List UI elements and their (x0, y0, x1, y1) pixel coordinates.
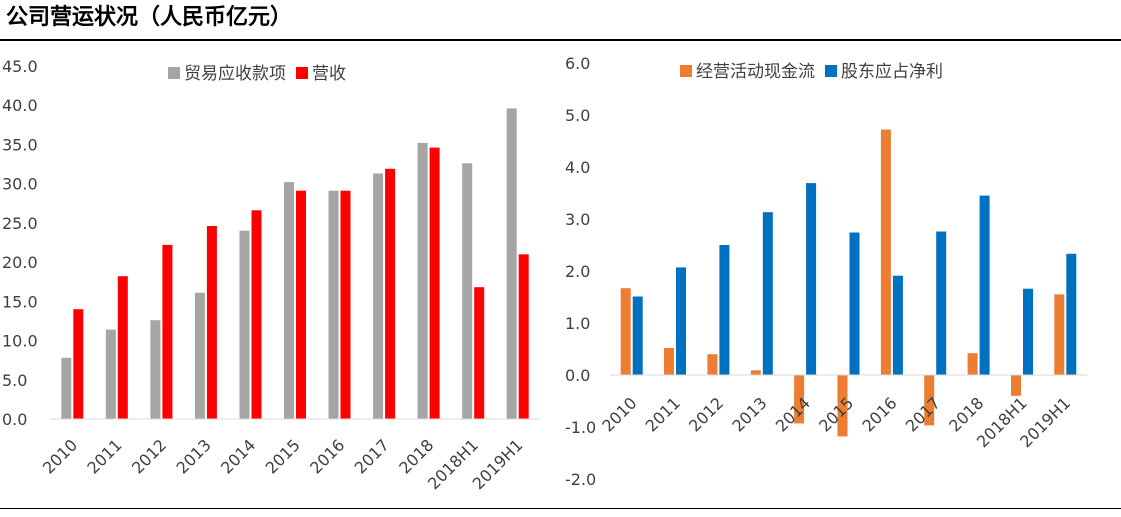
bar-series-b (73, 309, 84, 419)
bar-series-a (150, 320, 161, 419)
bar-series-b (719, 245, 730, 375)
bar-series-b (762, 212, 773, 375)
bar-series-b (340, 190, 351, 419)
y-tick-label: 2.0 (565, 262, 590, 281)
bar-series-b (892, 275, 903, 375)
y-tick-label: 3.0 (565, 210, 590, 229)
x-tick-label: 2010 (598, 393, 640, 435)
bar-series-b (979, 195, 990, 375)
bar-series-a (417, 142, 428, 419)
x-tick-label: 2013 (173, 435, 215, 477)
x-tick-label: 2011 (83, 435, 125, 477)
bar-series-a (194, 292, 205, 419)
bar-series-b (117, 276, 128, 419)
bar-series-b (385, 168, 396, 419)
bar-series-a (880, 129, 891, 375)
y-tick-label: 10.0 (2, 332, 38, 351)
x-tick-label: 2012 (685, 393, 727, 435)
x-tick-label: 2016 (306, 435, 348, 477)
bar-series-b (936, 231, 947, 375)
receivables-revenue-chart: 0.0 5.0 10.0 15.0 20.0 25.0 30.0 35.0 40.0 45.0 20… (2, 57, 540, 493)
y-tick-label: 5.0 (565, 106, 590, 125)
y-tick-label: 45.0 (2, 57, 38, 76)
bar-series-a (61, 357, 72, 419)
bar-series-b (1066, 253, 1077, 375)
bar-series-a (239, 230, 250, 419)
bar-series-b (251, 210, 262, 419)
y-tick-label: 40.0 (2, 96, 38, 115)
y-tick-label: 35.0 (2, 135, 38, 154)
y-tick-label: 1.0 (565, 314, 590, 333)
y-tick-label: 6.0 (565, 54, 590, 73)
x-tick-label: 2013 (728, 393, 770, 435)
bar-series-b (206, 226, 217, 419)
bar-series-a (794, 375, 805, 424)
bar-series-a (707, 354, 718, 375)
bar-series-b (806, 183, 817, 375)
x-tick-label: 2010 (39, 435, 81, 477)
bar-series-a (506, 108, 517, 420)
x-tick-label: 2018 (395, 435, 437, 477)
y-tick-label: 4.0 (565, 158, 590, 177)
bar-series-b (1023, 288, 1033, 375)
bar-series-a (462, 163, 473, 419)
y-tick-label: 20.0 (2, 253, 38, 272)
bar-series-a (328, 190, 339, 419)
legend-swatch (680, 65, 692, 77)
bar-series-a (105, 329, 116, 419)
x-tick-label: 2019H1 (469, 435, 527, 493)
bar-series-a (967, 353, 978, 375)
title-divider (0, 39, 1121, 41)
bar-series-a (620, 288, 631, 375)
legend-label: 营收 (312, 64, 346, 84)
bar-series-b (162, 244, 173, 419)
x-tick-label: 2016 (858, 393, 900, 435)
x-tick-label: 2014 (217, 435, 259, 477)
bar-series-b (474, 287, 485, 419)
y-tick-label: 0.0 (565, 366, 590, 385)
y-tick-label: 15.0 (2, 292, 38, 311)
bar-series-a (1054, 294, 1065, 375)
legend-label: 股东应占净利 (841, 62, 943, 82)
bar-series-a (750, 370, 761, 375)
y-tick-label: 30.0 (2, 175, 38, 194)
legend-label: 贸易应收款项 (184, 64, 286, 84)
x-tick-label: 2015 (262, 435, 304, 477)
y-tick-label: 5.0 (2, 371, 27, 390)
x-tick-label: 2011 (642, 393, 684, 435)
legend-label: 经营活动现金流 (696, 62, 815, 82)
page-title: 公司营运状况（人民币亿元） (6, 5, 293, 30)
bar-series-b (518, 254, 529, 419)
legend-swatch (296, 67, 308, 79)
bar-series-a (284, 182, 294, 419)
bar-series-b (676, 267, 686, 375)
x-tick-label: 2012 (128, 435, 170, 477)
bar-series-a (837, 375, 848, 437)
legend-swatch (168, 67, 180, 79)
y-tick-label: -2.0 (565, 470, 596, 489)
bar-series-a (664, 348, 674, 375)
x-tick-label: 2015 (815, 393, 857, 435)
bar-series-a (373, 173, 384, 419)
y-tick-label: -1.0 (565, 418, 596, 437)
bar-series-a (924, 375, 935, 426)
bar-series-b (849, 232, 860, 375)
x-tick-label: 2017 (351, 435, 393, 477)
y-tick-label: 25.0 (2, 214, 38, 233)
legend-swatch (825, 65, 837, 77)
bar-series-b (632, 296, 643, 375)
y-tick-label: 0.0 (2, 410, 27, 429)
bar-series-b (296, 190, 306, 419)
bar-series-b (429, 147, 440, 419)
bar-series-a (1011, 375, 1021, 396)
x-tick-label: 2017 (902, 393, 944, 435)
x-tick-label: 2014 (772, 393, 814, 435)
bottom-divider (0, 508, 1121, 509)
